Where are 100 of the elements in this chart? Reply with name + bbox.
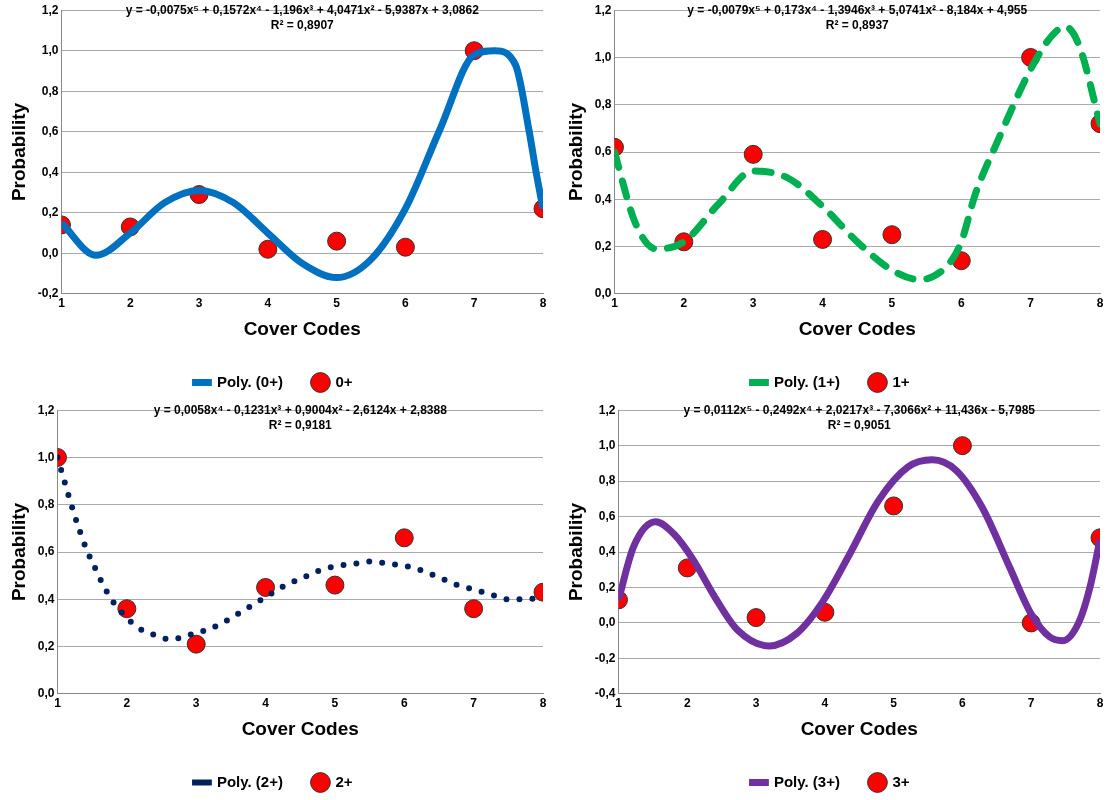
y-tick-label: 0,2 <box>41 205 59 220</box>
point <box>952 436 972 456</box>
point <box>743 144 763 164</box>
x-tick-label: 3 <box>749 296 757 311</box>
x-axis-title: Cover Codes <box>798 317 916 339</box>
point <box>813 229 833 249</box>
y-tick-label: 0,6 <box>594 144 612 159</box>
annotation: R² = 0,8907 <box>270 17 335 32</box>
y-tick-label: 0,8 <box>598 473 616 488</box>
x-tick-label: 1 <box>615 696 623 711</box>
y-tick-label: 0,6 <box>41 124 59 139</box>
x-tick-label: 4 <box>821 696 829 711</box>
point <box>395 237 415 257</box>
x-tick-label: 7 <box>1027 696 1035 711</box>
y-tick-label: 0,4 <box>41 164 59 179</box>
y-tick-label: 0,0 <box>594 286 612 301</box>
y-tick-label: -0,4 <box>594 686 616 701</box>
x-tick-label: 1 <box>611 296 619 311</box>
legend-label: 1+ <box>892 372 910 390</box>
point <box>325 575 345 595</box>
point <box>882 225 902 245</box>
x-tick-label: 3 <box>195 296 203 311</box>
x-tick-label: 5 <box>888 296 896 311</box>
x-axis-title: Cover Codes <box>800 717 918 739</box>
y-tick-label: 1,2 <box>37 402 55 417</box>
y-tick-label: 0,2 <box>37 638 55 653</box>
x-tick-label: 1 <box>58 296 66 311</box>
x-tick-label: 8 <box>539 296 547 311</box>
y-tick-label: 0,8 <box>594 97 612 112</box>
x-tick-label: 3 <box>192 696 200 711</box>
y-tick-label: 1,0 <box>41 43 59 58</box>
x-tick-label: 2 <box>126 296 134 311</box>
point <box>884 496 904 516</box>
y-axis-title: Probability <box>564 102 586 202</box>
legend-label: Poly. (2+) <box>216 772 283 790</box>
legend-label: 3+ <box>892 772 910 790</box>
legend-label: Poly. (0+) <box>216 372 283 390</box>
y-tick-label: 1,0 <box>37 449 55 464</box>
y-tick-label: 1,2 <box>598 402 616 417</box>
y-axis-title: Probability <box>7 102 29 202</box>
point <box>258 239 278 259</box>
annotation: y = -0,0079x⁵ + 0,173x⁴ - 1,3946x³ + 5,0741x² - 8,184x + 4,955 <box>687 2 1028 17</box>
x-tick-label: 6 <box>957 296 965 311</box>
x-tick-label: 8 <box>1096 696 1104 711</box>
legend-label: 2+ <box>335 772 353 790</box>
x-tick-label: 3 <box>752 696 760 711</box>
x-tick-label: 7 <box>470 696 478 711</box>
point <box>746 608 766 628</box>
legend-label: 0+ <box>335 372 353 390</box>
x-tick-label: 2 <box>680 296 688 311</box>
annotation: y = 0,0112x⁵ - 0,2492x⁴ + 2,0217x³ - 7,3066x² + 11,436x - 5,7985 <box>683 402 1036 417</box>
x-tick-label: 8 <box>1096 296 1104 311</box>
point <box>464 599 484 619</box>
x-tick-label: 8 <box>539 696 547 711</box>
x-tick-label: 6 <box>959 696 967 711</box>
y-tick-label: 0,2 <box>598 579 616 594</box>
x-tick-label: 4 <box>819 296 827 311</box>
y-tick-label: 0,0 <box>598 615 616 630</box>
y-tick-label: 0,8 <box>41 83 59 98</box>
y-tick-label: 1,0 <box>598 437 616 452</box>
y-tick-label: 1,2 <box>41 2 59 17</box>
x-axis-title: Cover Codes <box>241 717 359 739</box>
x-tick-label: 1 <box>54 696 62 711</box>
x-tick-label: 7 <box>470 296 478 311</box>
x-tick-label: 5 <box>890 696 898 711</box>
y-tick-label: 0,4 <box>594 191 612 206</box>
y-tick-label: 0,4 <box>598 544 616 559</box>
x-tick-label: 6 <box>402 296 410 311</box>
y-tick-label: 0,4 <box>37 591 55 606</box>
point <box>394 528 414 548</box>
x-tick-label: 2 <box>683 696 691 711</box>
y-tick-label: 1,2 <box>594 2 612 17</box>
y-tick-label: 0,0 <box>37 686 55 701</box>
y-axis-title: Probability <box>7 502 29 602</box>
y-tick-label: 0,2 <box>594 238 612 253</box>
y-axis-title: Probability <box>564 502 586 602</box>
y-tick-label: 0,6 <box>37 544 55 559</box>
x-tick-label: 7 <box>1027 296 1035 311</box>
point <box>186 634 206 654</box>
y-tick-label: 1,0 <box>594 49 612 64</box>
annotation: R² = 0,8937 <box>825 17 890 32</box>
x-tick-label: 6 <box>400 696 408 711</box>
annotation: y = -0,0075x⁵ + 0,1572x⁴ - 1,196x³ + 4,0471x² - 5,9387x + 3,0862 <box>125 2 480 17</box>
annotation: y = 0,0058x⁴ - 0,1231x³ + 0,9004x² - 2,6124x + 2,8388 <box>153 402 448 417</box>
y-tick-label: -0,2 <box>37 286 59 301</box>
x-tick-label: 4 <box>264 296 272 311</box>
y-tick-label: -0,2 <box>594 650 616 665</box>
point <box>256 577 276 597</box>
y-tick-label: 0,8 <box>37 497 55 512</box>
x-tick-label: 5 <box>333 296 341 311</box>
x-tick-label: 2 <box>123 696 131 711</box>
point <box>327 231 347 251</box>
y-tick-label: 0,6 <box>598 508 616 523</box>
annotation: R² = 0,9051 <box>827 417 892 432</box>
legend-label: Poly. (3+) <box>773 772 840 790</box>
y-tick-label: 0,0 <box>41 245 59 260</box>
x-tick-label: 4 <box>262 696 270 711</box>
legend-label: Poly. (1+) <box>773 372 840 390</box>
annotation: R² = 0,9181 <box>268 417 333 432</box>
x-axis-title: Cover Codes <box>243 317 361 339</box>
